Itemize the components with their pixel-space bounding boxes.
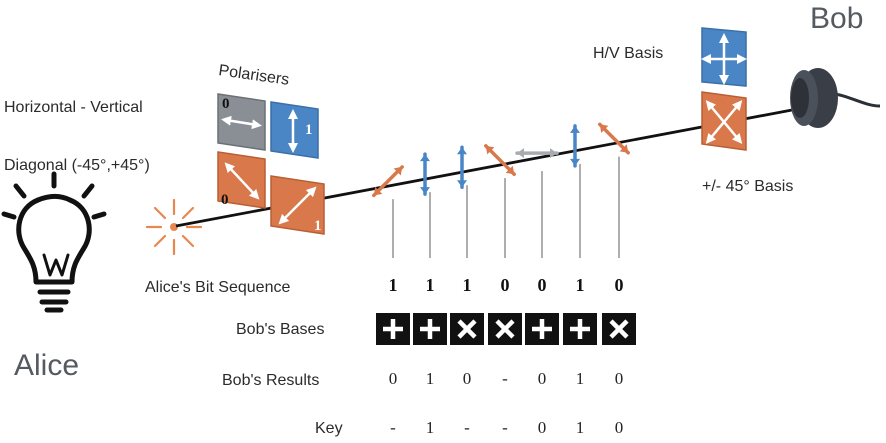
alice-bit: 1 (463, 275, 472, 295)
key-bit: - (390, 418, 396, 437)
bob-bases-label: Bob's Bases (236, 321, 324, 338)
key-label: Key (315, 420, 343, 437)
bob-basis-cell: × (450, 313, 484, 345)
bob-basis-cell: + (525, 313, 559, 345)
photon-marker (420, 152, 430, 196)
bob-basis-cell: + (376, 313, 410, 345)
key-bit: - (502, 418, 508, 437)
hv-basis-label: H/V Basis (593, 45, 663, 62)
key-bit: - (464, 418, 470, 437)
bob-results-label: Bob's Results (222, 372, 319, 389)
lightbulb-icon (1, 171, 107, 313)
bob-basis-cell: × (602, 313, 636, 345)
tile-number: 1 (305, 122, 313, 138)
photon-marker (515, 148, 559, 159)
key-row: - 1 - - 0 1 0 (390, 418, 623, 437)
alice-bit: 1 (576, 275, 585, 295)
bob-result: 1 (426, 369, 435, 388)
photon-marker (484, 144, 516, 176)
detector-icon (790, 68, 881, 128)
photon-marker (598, 122, 630, 155)
tile-number: 0 (221, 192, 229, 208)
alice-bit: 0 (615, 275, 624, 295)
key-bit: 1 (426, 418, 435, 437)
alice-bit: 1 (389, 275, 398, 295)
bob-result: - (502, 369, 508, 388)
polariser-tile-plus45: 1 (270, 175, 325, 235)
bob-result: 1 (576, 369, 585, 388)
polariser-tile-minus45: 0 (217, 151, 266, 209)
key-bit: 0 (615, 418, 624, 437)
bob-hv-basis-tile (701, 27, 747, 87)
diag-basis-label: +/- 45° Basis (702, 178, 793, 195)
diagonal-nw-se-arrow-icon (224, 162, 260, 200)
polarisers-label: Polarisers (217, 62, 290, 89)
bob-basis-cell: + (563, 313, 597, 345)
alice-bits-row: 1 1 1 0 0 1 0 (389, 275, 624, 295)
light-source-icon (145, 198, 203, 256)
hv-row-label: Horizontal - Vertical (4, 99, 143, 116)
photon-marker (457, 145, 467, 189)
bob-result: 0 (615, 369, 624, 388)
polariser-tile-vertical: 1 (270, 101, 319, 159)
tile-number: 0 (222, 96, 230, 112)
alice-bit: 1 (426, 275, 435, 295)
bob-bases-row: ++××++× (376, 313, 636, 345)
alice-bit: 0 (501, 275, 510, 295)
bob-basis-cell: + (413, 313, 447, 345)
alice-bit: 0 (538, 275, 547, 295)
diag-row-label: Diagonal (-45°,+45°) (4, 157, 150, 174)
photon-beam (175, 108, 793, 228)
bob-result: 0 (538, 369, 547, 388)
alice-bits-label: Alice's Bit Sequence (145, 279, 290, 296)
key-bit: 1 (576, 418, 585, 437)
polariser-tile-horizontal: 0 (217, 93, 266, 151)
key-bit: 0 (538, 418, 547, 437)
alice-label: Alice (14, 349, 79, 382)
bob-diag-basis-tile (701, 91, 747, 151)
tile-number: 1 (314, 218, 322, 234)
diagonal-sw-ne-arrow-icon (705, 100, 743, 144)
bob-result: 0 (463, 369, 472, 388)
diagonal-sw-ne-arrow-icon (278, 186, 317, 225)
bob-basis-cell: × (488, 313, 522, 345)
photon-marker (570, 124, 580, 168)
bob-results-row: 0 1 0 - 0 1 0 (389, 369, 624, 388)
photon-marker (372, 165, 404, 198)
photon-markers (372, 122, 630, 198)
bit-drop-lines (392, 156, 620, 258)
bob-result: 0 (389, 369, 398, 388)
bob-label: Bob (810, 2, 863, 35)
horizontal-arrow-icon (221, 115, 262, 130)
